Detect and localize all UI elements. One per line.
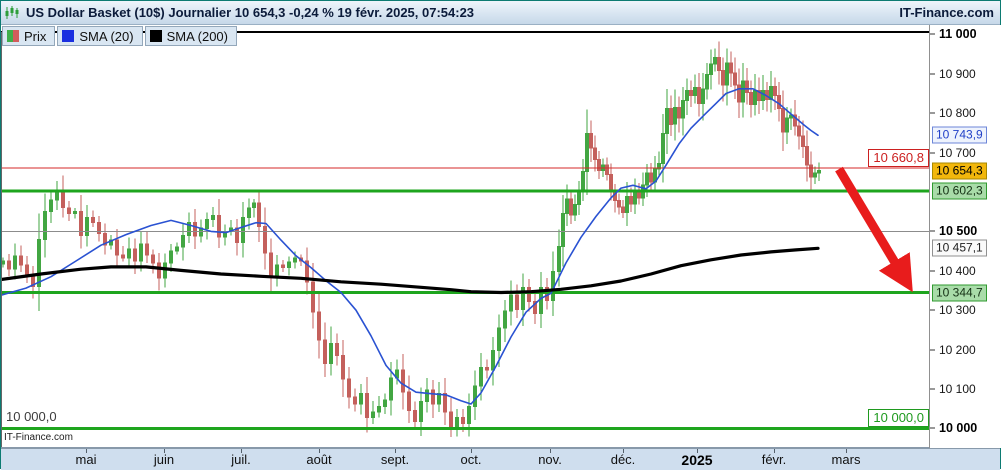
x-tick-mark — [86, 449, 87, 453]
legend-label: Prix — [24, 28, 47, 44]
month-label-juin: juin — [153, 452, 175, 467]
month-label-sept.: sept. — [380, 452, 410, 467]
y-tick-mark — [930, 270, 935, 272]
legend-item-prix[interactable]: Prix — [2, 26, 56, 46]
x-tick-mark — [846, 449, 847, 453]
price-label-gold: 10 654,3 — [932, 162, 987, 180]
resistance-price-label: 10 660,8 — [868, 149, 929, 167]
y-tick-mark — [930, 112, 935, 114]
legend-item-sma20[interactable]: SMA (20) — [57, 26, 143, 46]
month-label-mars: mars — [831, 452, 861, 467]
sma200-line — [1, 246, 820, 295]
legend: Prix SMA (20) SMA (200) — [2, 26, 239, 46]
y-tick-label: 10 400 — [939, 263, 976, 278]
x-tick-mark — [697, 449, 698, 453]
y-tick-label: 10 900 — [939, 66, 976, 81]
y-tick-mark — [930, 349, 935, 351]
x-tick-mark — [241, 449, 242, 453]
y-tick-mark — [930, 152, 935, 154]
candle-swatch-icon — [7, 30, 19, 42]
month-label-2025: 2025 — [681, 452, 713, 468]
y-tick-label: 10 500 — [939, 224, 978, 239]
sma200-swatch-icon — [149, 30, 162, 42]
x-axis[interactable]: mai juin juil. août sept. oct. nov. déc. 2025 fév… — [1, 448, 1000, 470]
trend-arrow — [835, 166, 913, 293]
month-label-févr.: févr. — [761, 452, 787, 467]
price-label-white: 10 457,1 — [932, 239, 987, 257]
y-tick-label: 10 700 — [939, 145, 976, 160]
y-tick-label: 10 300 — [939, 303, 976, 318]
x-tick-mark — [550, 449, 551, 453]
x-tick-mark — [623, 449, 624, 453]
y-tick-mark — [930, 388, 935, 390]
y-tick-label: 10 100 — [939, 382, 976, 396]
month-label-juil.: juil. — [231, 452, 251, 467]
y-tick-mark — [930, 33, 935, 35]
y-tick-mark — [930, 427, 935, 429]
x-tick-mark — [319, 449, 320, 453]
legend-label: SMA (20) — [79, 28, 134, 44]
price-label-blue: 10 743,9 — [932, 126, 987, 144]
month-label-déc.: déc. — [610, 452, 636, 467]
y-tick-mark — [930, 230, 935, 232]
y-axis[interactable]: 11 000 10 900 10 800 10 700 10 500 10 400 10 3… — [929, 25, 1001, 448]
month-label-août: août — [306, 452, 332, 467]
month-label-oct.: oct. — [460, 452, 482, 467]
y-tick-label: 10 800 — [939, 106, 976, 121]
watermark: IT-Finance.com — [4, 432, 73, 444]
left-10000-label: 10 000,0 — [6, 409, 57, 425]
legend-item-sma200[interactable]: SMA (200) — [144, 26, 237, 46]
price-label-green: 10 344,7 — [932, 284, 987, 302]
legend-label: SMA (200) — [166, 28, 228, 44]
y-tick-mark — [930, 309, 935, 311]
candlestick-series-down — [7, 41, 813, 437]
sma20-swatch-icon — [62, 30, 75, 42]
price-label-green: 10 602,3 — [932, 182, 987, 200]
x-tick-mark — [471, 449, 472, 453]
x-tick-mark — [395, 449, 396, 453]
x-tick-mark — [774, 449, 775, 453]
y-tick-label: 10 000 — [939, 421, 978, 436]
brand-link[interactable]: IT-Finance.com — [899, 5, 994, 20]
sma20-line — [1, 87, 819, 405]
chart-area: Prix SMA (20) SMA (200) 11 000 10 900 10 8… — [1, 25, 1001, 448]
y-tick-mark — [930, 73, 935, 75]
candlestick-chart-icon — [4, 5, 21, 21]
support-10000-label: 10 000,0 — [868, 409, 929, 428]
chart-title: US Dollar Basket (10$) Journalier 10 654… — [26, 5, 475, 20]
month-label-mai: mai — [75, 452, 97, 467]
month-label-nov.: nov. — [538, 452, 562, 467]
x-tick-mark — [164, 449, 165, 453]
y-tick-label: 11 000 — [939, 27, 977, 42]
y-tick-label: 10 200 — [939, 342, 976, 357]
price-plot[interactable] — [1, 25, 929, 448]
candlestick-series-up — [1, 48, 821, 437]
title-bar: US Dollar Basket (10$) Journalier 10 654… — [1, 1, 1000, 25]
